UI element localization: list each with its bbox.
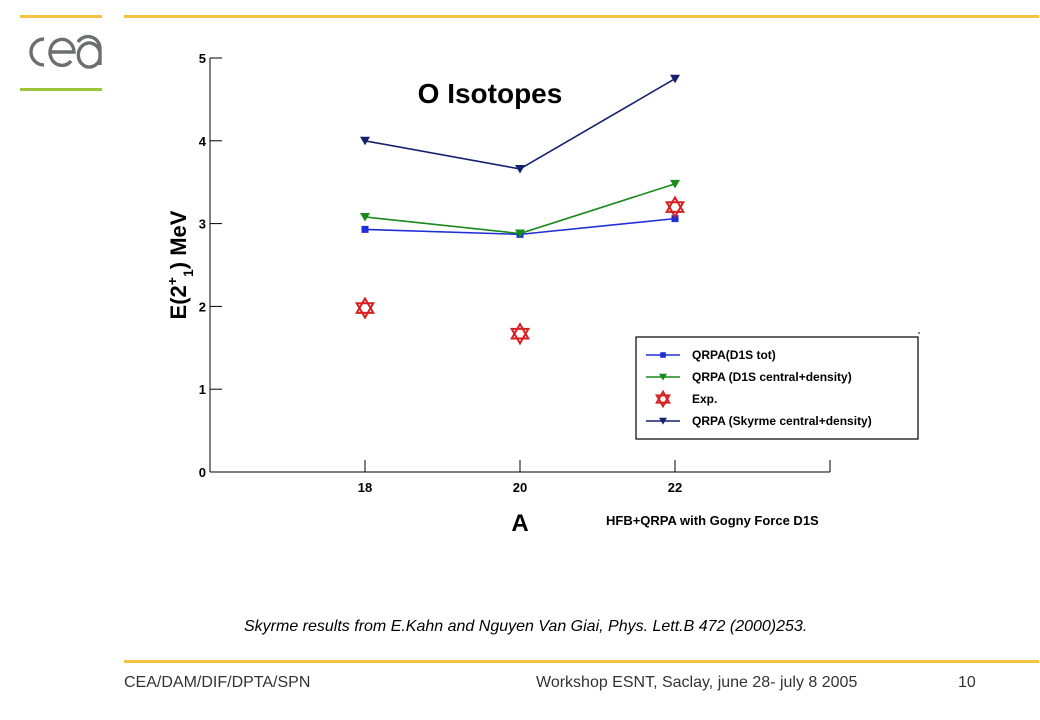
data-point bbox=[670, 179, 680, 189]
series-2 bbox=[354, 195, 686, 346]
data-point bbox=[360, 212, 370, 222]
y-tick-label: 2 bbox=[199, 299, 206, 314]
y-label-end: ) MeV bbox=[166, 210, 191, 269]
star-triangle-down bbox=[354, 302, 376, 320]
data-point bbox=[670, 74, 680, 84]
x-tick-label: 18 bbox=[358, 480, 372, 495]
legend-label: QRPA(D1S tot) bbox=[692, 348, 776, 362]
chart-series bbox=[354, 74, 686, 346]
series-line bbox=[364, 183, 676, 235]
x-tick-label: 20 bbox=[513, 480, 527, 495]
data-point bbox=[354, 296, 376, 320]
legend-box bbox=[635, 336, 919, 440]
logo-green-rule bbox=[20, 88, 102, 91]
data-point bbox=[360, 136, 370, 146]
y-tick-label: 1 bbox=[199, 382, 206, 397]
star-triangle-up bbox=[664, 195, 686, 213]
top-yellow-rule bbox=[124, 15, 1039, 18]
star-triangle-down bbox=[664, 201, 686, 219]
data-point bbox=[664, 195, 686, 219]
legend-marker bbox=[659, 417, 667, 425]
y-label-main: E(2 bbox=[166, 285, 191, 319]
data-point bbox=[361, 225, 369, 233]
y-axis-label: E(2+1) MeV bbox=[164, 210, 196, 319]
footer-yellow-rule bbox=[124, 660, 1039, 663]
y-tick-label: 4 bbox=[199, 134, 207, 149]
cea-logo bbox=[29, 34, 102, 69]
y-tick-label: 3 bbox=[199, 217, 206, 232]
legend-label: Exp. bbox=[692, 392, 717, 406]
legend-entry: QRPA (D1S central+density) bbox=[646, 370, 852, 384]
logo-letter-a bbox=[76, 34, 102, 69]
page-number: 10 bbox=[958, 674, 976, 691]
legend-entry: QRPA (Skyrme central+density) bbox=[646, 414, 872, 428]
top-left-yellow-rule bbox=[20, 15, 102, 18]
chart-axes: 0 1 2 3 4 5 18 20 22 bbox=[199, 51, 831, 495]
chart-title: O Isotopes bbox=[418, 78, 563, 109]
logo-letter-c bbox=[29, 37, 45, 67]
y-tick-label: 5 bbox=[199, 51, 206, 66]
legend-label: QRPA (D1S central+density) bbox=[692, 370, 852, 384]
footer-organization: CEA/DAM/DIF/DPTA/SPN bbox=[124, 674, 311, 691]
data-point bbox=[509, 322, 531, 346]
data-point bbox=[515, 229, 525, 239]
legend-entry: QRPA(D1S tot) bbox=[646, 348, 776, 362]
data-point bbox=[515, 164, 525, 174]
y-label-sup: + bbox=[164, 277, 180, 285]
chart-legend: QRPA(D1S tot) QRPA (D1S central+density) E… bbox=[635, 332, 920, 440]
y-tick-label: 0 bbox=[199, 465, 206, 480]
legend-entry: Exp. bbox=[655, 389, 717, 409]
legend-marker bbox=[659, 373, 667, 381]
legend-label: QRPA (Skyrme central+density) bbox=[692, 414, 872, 428]
legend-marker bbox=[660, 352, 666, 358]
legend-marker bbox=[655, 389, 671, 409]
series-3 bbox=[360, 74, 680, 174]
star-triangle-up bbox=[354, 296, 376, 314]
logo-letter-e bbox=[48, 37, 76, 68]
y-label-sub: 1 bbox=[180, 269, 196, 277]
chart-annotation: HFB+QRPA with Gogny Force D1S bbox=[606, 513, 819, 528]
star-triangle-up bbox=[655, 389, 671, 404]
star-triangle-up bbox=[509, 322, 531, 340]
footer-event: Workshop ESNT, Saclay, june 28- july 8 2… bbox=[536, 674, 858, 691]
x-tick-label: 22 bbox=[668, 480, 682, 495]
star-triangle-down bbox=[509, 327, 531, 346]
citation-caption: Skyrme results from E.Kahn and Nguyen Va… bbox=[244, 618, 808, 635]
x-axis-label: A bbox=[511, 510, 528, 537]
star-triangle-down bbox=[655, 394, 671, 409]
series-1 bbox=[360, 179, 680, 239]
